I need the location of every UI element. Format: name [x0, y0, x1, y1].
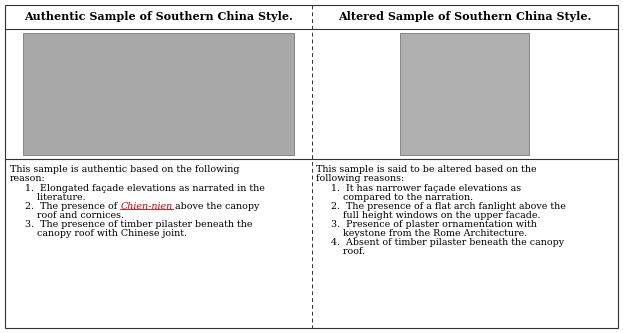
Text: keystone from the Rome Architecture.: keystone from the Rome Architecture. [316, 229, 528, 238]
Text: literature.: literature. [10, 193, 85, 202]
Text: roof.: roof. [316, 247, 366, 256]
Text: roof and cornices.: roof and cornices. [10, 211, 124, 220]
Text: 2.  The presence of a flat arch fanlight above the: 2. The presence of a flat arch fanlight … [316, 202, 566, 211]
Text: reason:: reason: [10, 174, 45, 183]
Text: canopy roof with Chinese joint.: canopy roof with Chinese joint. [10, 229, 187, 238]
Text: This sample is authentic based on the following: This sample is authentic based on the fo… [10, 165, 239, 174]
Text: 1.  Elongated façade elevations as narrated in the: 1. Elongated façade elevations as narrat… [10, 184, 265, 193]
Bar [401, 33, 529, 155]
Text: 3.  The presence of timber pilaster beneath the: 3. The presence of timber pilaster benea… [10, 220, 252, 229]
Text: above the canopy: above the canopy [173, 202, 260, 211]
Text: Altered Sample of Southern China Style.: Altered Sample of Southern China Style. [338, 12, 591, 23]
Text: full height windows on the upper facade.: full height windows on the upper facade. [316, 211, 541, 220]
Text: 1.  It has narrower façade elevations as: 1. It has narrower façade elevations as [316, 184, 521, 193]
Text: following reasons:: following reasons: [316, 174, 405, 183]
Text: 3.  Presence of plaster ornamentation with: 3. Presence of plaster ornamentation wit… [316, 220, 538, 229]
Text: This sample is said to be altered based on the: This sample is said to be altered based … [316, 165, 537, 174]
Text: Authentic Sample of Southern China Style.: Authentic Sample of Southern China Style… [24, 12, 293, 23]
Bar [23, 33, 293, 155]
Text: compared to the narration.: compared to the narration. [316, 193, 473, 202]
Text: Chien-nien: Chien-nien [120, 202, 173, 211]
Text: 4.  Absent of timber pilaster beneath the canopy: 4. Absent of timber pilaster beneath the… [316, 238, 564, 247]
Text: 2.  The presence of: 2. The presence of [10, 202, 120, 211]
